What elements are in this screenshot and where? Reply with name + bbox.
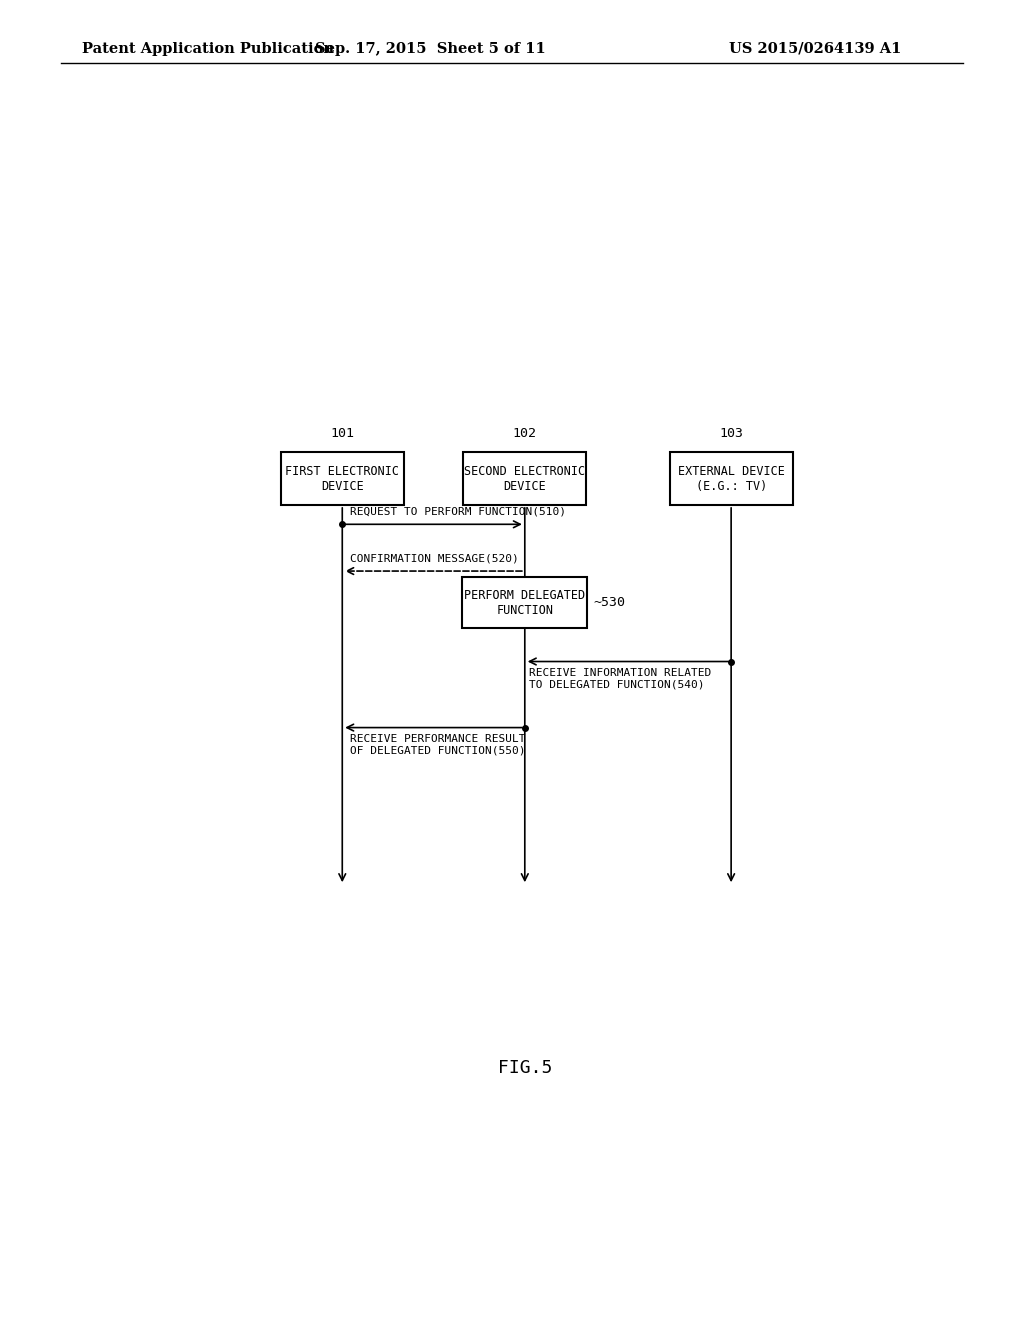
Text: REQUEST TO PERFORM FUNCTION(510): REQUEST TO PERFORM FUNCTION(510)	[350, 506, 566, 516]
Bar	[462, 577, 588, 628]
Text: FIG.5: FIG.5	[498, 1059, 552, 1077]
Text: RECEIVE PERFORMANCE RESULT
OF DELEGATED FUNCTION(550): RECEIVE PERFORMANCE RESULT OF DELEGATED …	[350, 734, 525, 755]
Bar	[463, 453, 587, 506]
Text: FIRST ELECTRONIC
DEVICE: FIRST ELECTRONIC DEVICE	[286, 465, 399, 492]
Text: PERFORM DELEGATED
FUNCTION: PERFORM DELEGATED FUNCTION	[464, 589, 586, 616]
Text: Sep. 17, 2015  Sheet 5 of 11: Sep. 17, 2015 Sheet 5 of 11	[314, 42, 546, 55]
Text: 102: 102	[513, 426, 537, 440]
Text: ~530: ~530	[594, 597, 626, 609]
Text: SECOND ELECTRONIC
DEVICE: SECOND ELECTRONIC DEVICE	[464, 465, 586, 492]
Bar	[670, 453, 793, 506]
Text: US 2015/0264139 A1: US 2015/0264139 A1	[729, 42, 901, 55]
Text: RECEIVE INFORMATION RELATED
TO DELEGATED FUNCTION(540): RECEIVE INFORMATION RELATED TO DELEGATED…	[528, 668, 711, 689]
Text: 103: 103	[719, 426, 743, 440]
Text: CONFIRMATION MESSAGE(520): CONFIRMATION MESSAGE(520)	[350, 554, 519, 564]
Text: EXTERNAL DEVICE
(E.G.: TV): EXTERNAL DEVICE (E.G.: TV)	[678, 465, 784, 492]
Text: Patent Application Publication: Patent Application Publication	[82, 42, 334, 55]
Bar	[281, 453, 403, 506]
Text: 101: 101	[331, 426, 354, 440]
